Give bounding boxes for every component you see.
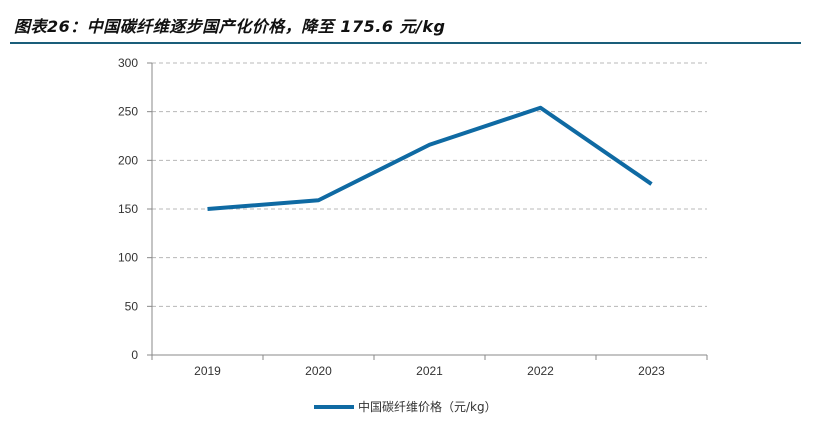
- x-tick-label: 2022: [527, 364, 554, 378]
- x-tick-label: 2020: [305, 364, 332, 378]
- axes: [147, 62, 708, 360]
- y-tick-label: 250: [118, 105, 138, 119]
- series-lines: [207, 105, 653, 211]
- x-tick-label: 2023: [638, 364, 665, 378]
- y-tick-label: 150: [118, 202, 138, 216]
- x-tick-label: 2019: [194, 364, 221, 378]
- figure-title: 图表26：中国碳纤维逐步国产化价格，降至 175.6 元/kg: [14, 17, 446, 36]
- y-tick-labels: 0 50 100 150 200 250 300: [118, 56, 138, 362]
- y-tick-label: 100: [118, 251, 138, 265]
- x-tick-labels: 2019 2020 2021 2022 2023: [194, 364, 665, 378]
- legend: 中国碳纤维价格（元/kg）: [314, 399, 497, 414]
- x-tick-label: 2021: [416, 364, 443, 378]
- gridlines: [152, 62, 707, 307]
- y-tick-label: 50: [125, 299, 139, 313]
- title-divider: [10, 42, 801, 44]
- series-line: [207, 105, 653, 211]
- y-tick-label: 200: [118, 153, 138, 167]
- y-tick-label: 300: [118, 56, 138, 70]
- legend-label: 中国碳纤维价格（元/kg）: [358, 399, 497, 414]
- y-tick-label: 0: [131, 348, 138, 362]
